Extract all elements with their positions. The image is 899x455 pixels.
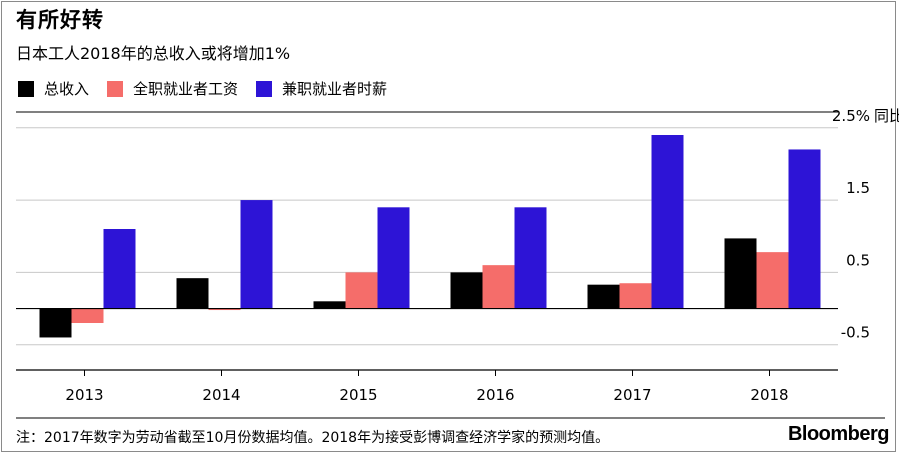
y-tick-label: 2.5% (832, 107, 870, 125)
bar-2017-series-1 (587, 284, 620, 309)
bar-2015-series-2 (345, 272, 378, 309)
legend-label-fulltime-wage: 全职就业者工资 (133, 80, 239, 98)
bar-2017-series-3 (651, 135, 684, 309)
x-tick-label: 2013 (65, 386, 103, 404)
bar-2013-series-3 (103, 229, 136, 309)
legend-swatch-total-income (18, 80, 34, 97)
bar-2013-series-2 (71, 308, 104, 323)
bar-2014-series-2 (208, 308, 241, 311)
bar-2015-series-1 (313, 301, 346, 309)
x-tick-label: 2017 (613, 386, 651, 404)
bar-2015-series-3 (377, 207, 410, 309)
legend-item-parttime-wage: 兼职就业者时薪 (256, 78, 387, 99)
bar-2016-series-3 (514, 207, 547, 309)
legend-label-parttime-wage: 兼职就业者时薪 (282, 80, 388, 98)
legend-label-total-income: 总收入 (44, 80, 90, 98)
bar-2016-series-2 (482, 265, 515, 309)
bar-2013-series-1 (39, 308, 72, 338)
footnote: 注：2017年数字为劳动省截至10月份数据均值。2018年为接受彭博调查经济学家… (16, 430, 610, 446)
x-tick-label: 2014 (202, 386, 240, 404)
bloomberg-logo: Bloomberg (787, 423, 890, 445)
y-unit-label: 同比 (874, 107, 899, 125)
legend-swatch-fulltime-wage (107, 80, 124, 97)
y-tick-label: 0.5 (846, 251, 870, 269)
bar-2018-series-2 (756, 252, 789, 309)
chart-subtitle: 日本工人2018年的总收入或将增加1% (16, 44, 291, 63)
bar-2018-series-3 (788, 149, 821, 309)
x-tick-label: 2018 (750, 386, 788, 404)
bar-2014-series-3 (240, 200, 273, 309)
y-tick-label: 1.5 (846, 179, 870, 197)
legend-item-total-income: 总收入 (18, 78, 89, 99)
bar-2016-series-1 (450, 272, 483, 309)
bar-2018-series-1 (724, 238, 757, 309)
bar-2014-series-1 (176, 278, 209, 309)
legend: 总收入 全职就业者工资 兼职就业者时薪 (18, 78, 405, 99)
x-tick-label: 2016 (476, 386, 514, 404)
x-tick-label: 2015 (339, 386, 377, 404)
legend-item-fulltime-wage: 全职就业者工资 (107, 78, 238, 99)
legend-swatch-parttime-wage (256, 80, 273, 97)
chart-title: 有所好转 (16, 8, 104, 32)
y-tick-label: -0.5 (841, 324, 870, 342)
bar-2017-series-2 (619, 283, 652, 309)
